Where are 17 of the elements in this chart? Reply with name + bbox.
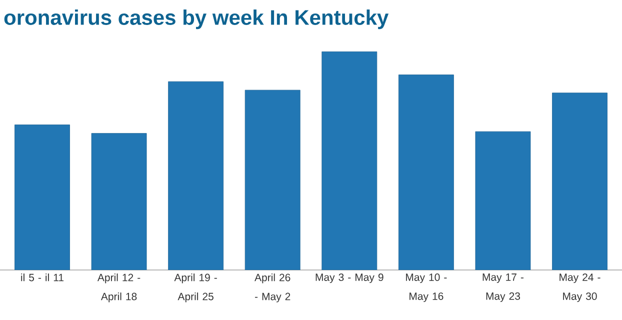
x-tick-label: May 24 - May 30: [560, 274, 600, 302]
bar: [91, 133, 147, 270]
x-tick-label: April 12 - April 18: [97, 274, 140, 302]
bar: [244, 90, 300, 270]
bar: [168, 81, 224, 270]
bar: [14, 124, 70, 270]
x-tick-label: April 19 - April 25: [174, 274, 217, 302]
bar: [552, 92, 608, 270]
bar: [475, 131, 531, 270]
x-tick-label: May 3 - May 9: [316, 274, 384, 284]
x-tick-label: May 10 - May 16: [406, 274, 447, 302]
bar: [398, 74, 454, 270]
x-tick-label: May 17 - May 23: [482, 274, 524, 302]
x-tick-label: il 5 - il 11: [21, 274, 64, 282]
x-tick-label: April 26 - May 2: [254, 274, 290, 302]
bar: [322, 51, 378, 270]
chart-title: oronavirus cases by week In Kentucky: [4, 10, 389, 30]
